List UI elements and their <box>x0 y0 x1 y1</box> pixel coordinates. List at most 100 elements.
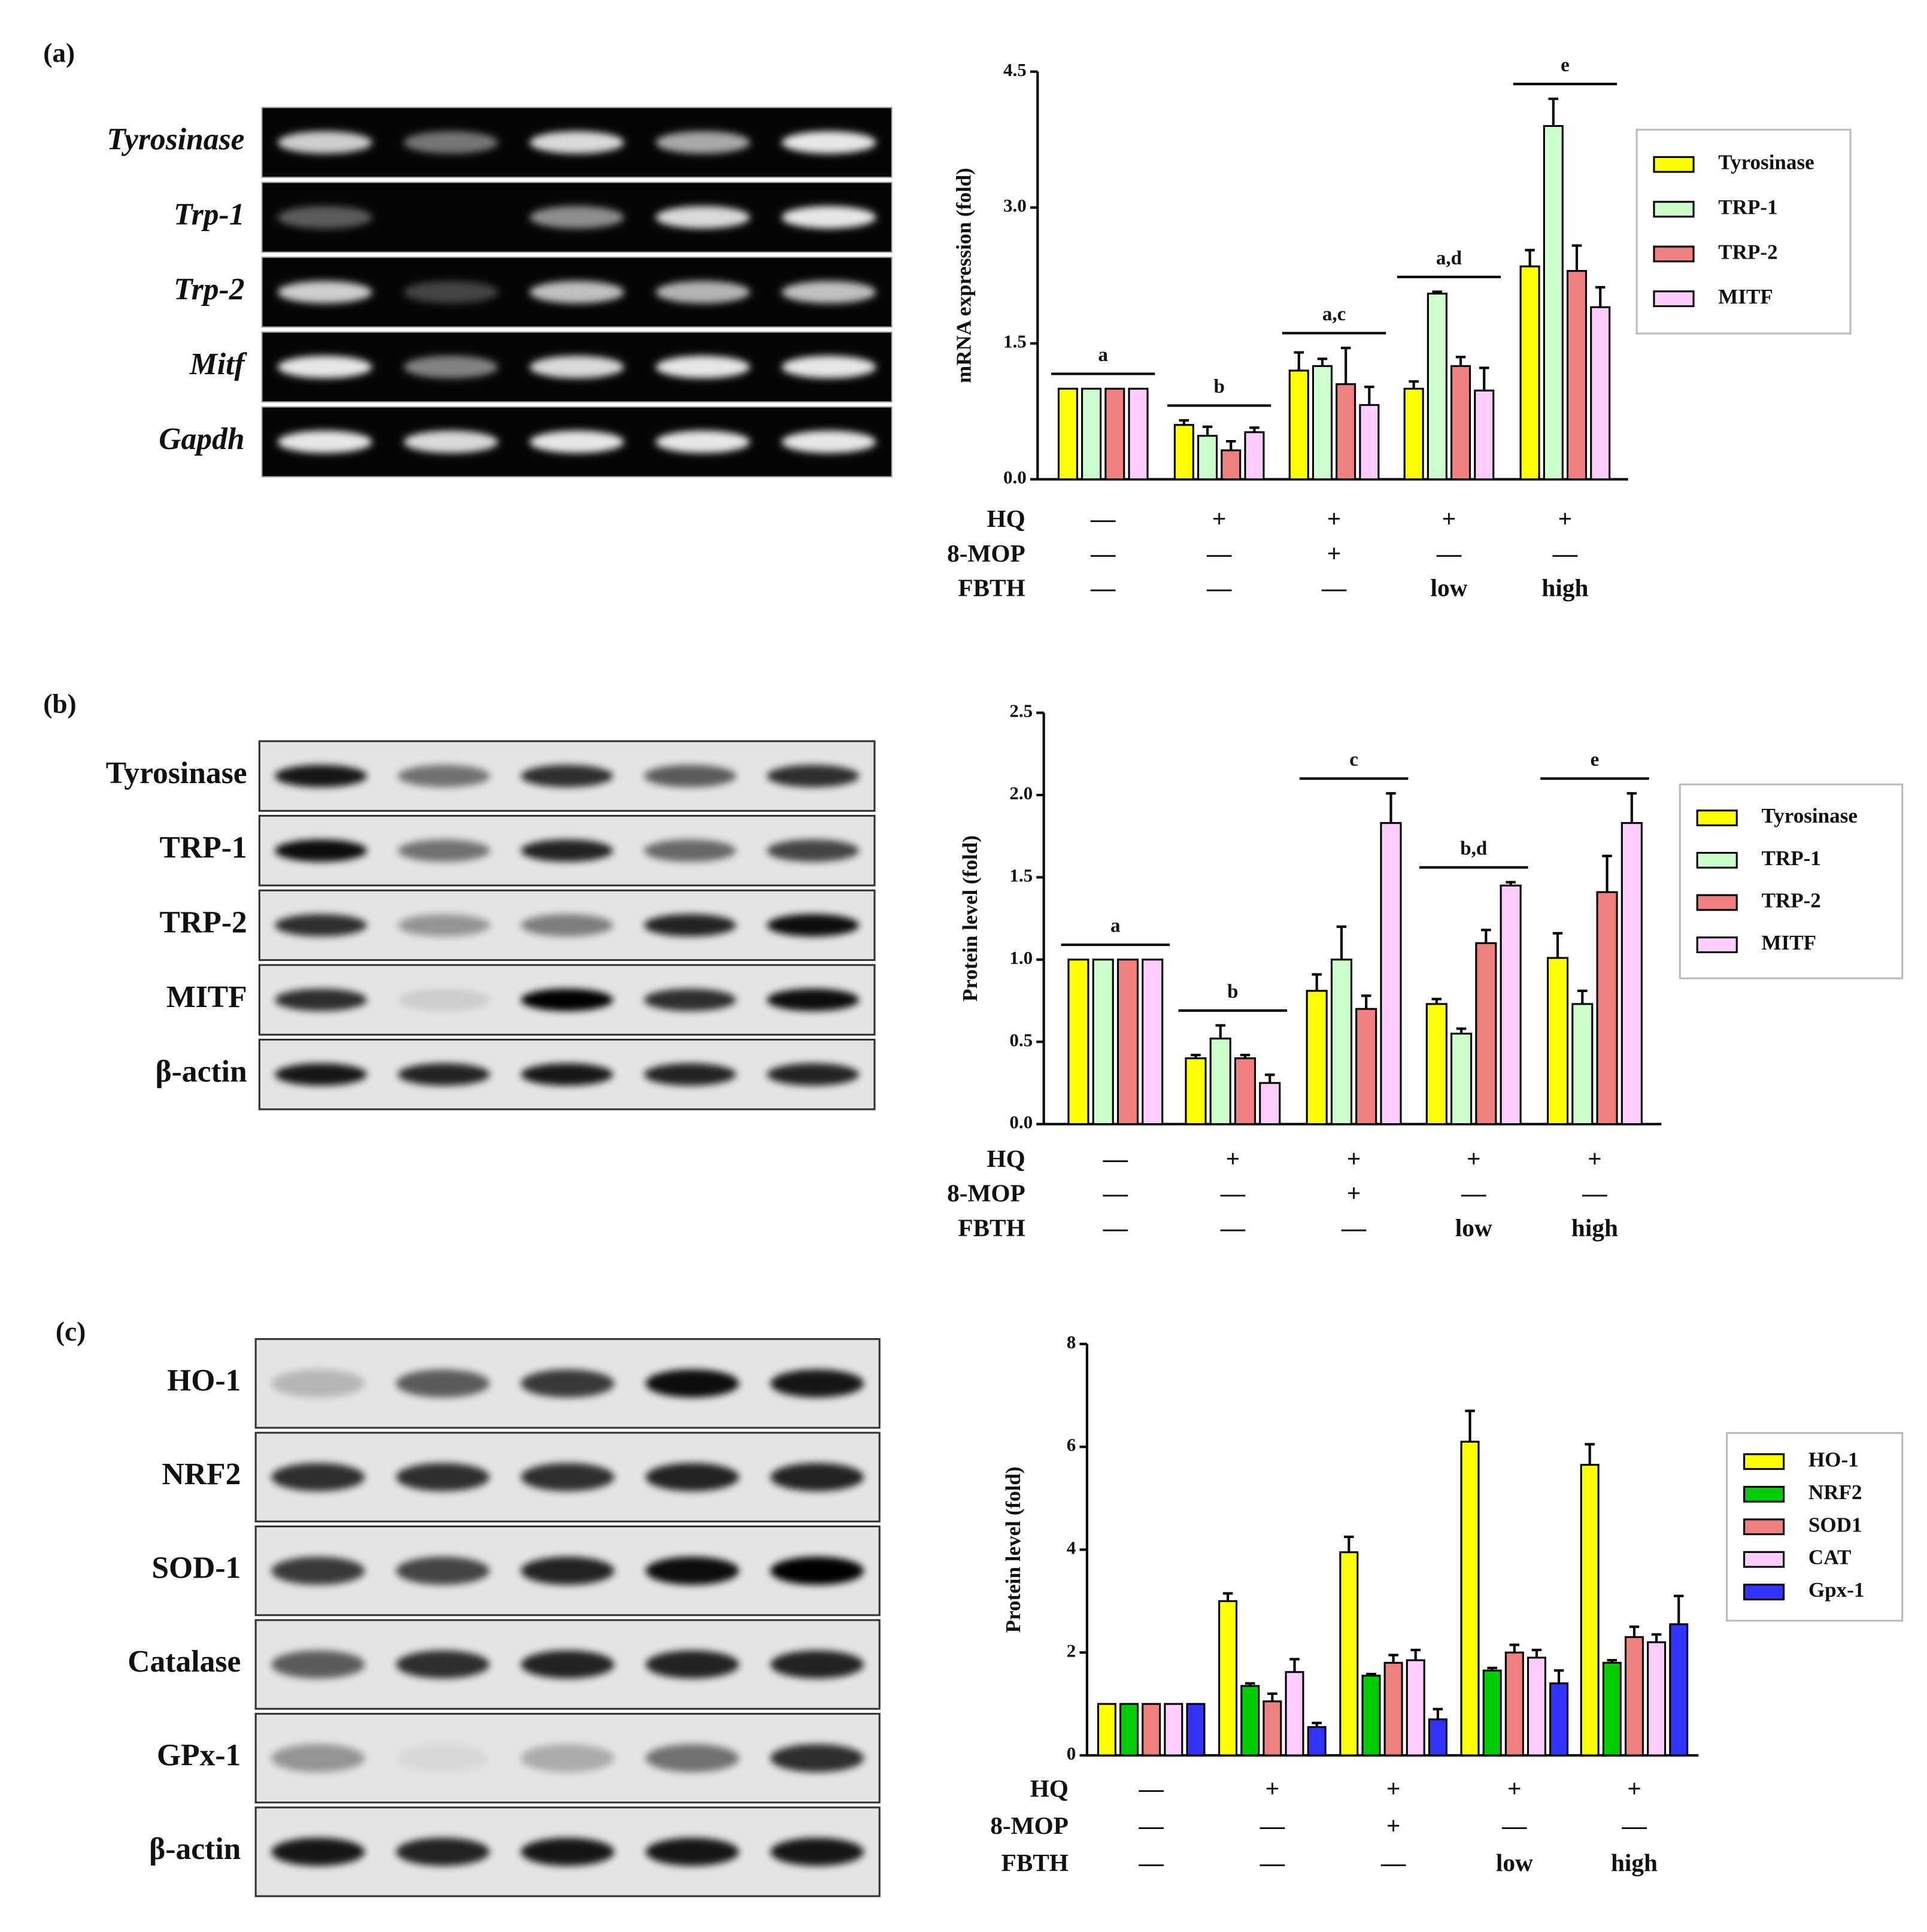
blot-band <box>277 281 372 304</box>
blot-band <box>521 1369 615 1398</box>
condition-value: + <box>1212 505 1227 532</box>
blot-band <box>645 1744 739 1773</box>
y-tick-label: 0.0 <box>1009 1112 1033 1133</box>
bar <box>1097 1703 1116 1757</box>
legend-swatch <box>1696 851 1738 869</box>
blot-label: β-actin <box>149 1832 241 1866</box>
significance-label: b <box>1213 376 1224 398</box>
legend-swatch <box>1743 1551 1785 1568</box>
legend-label: MITF <box>1761 931 1816 954</box>
condition-value: + <box>1347 1179 1361 1207</box>
blot-label: GPx-1 <box>157 1738 241 1772</box>
bar <box>1403 387 1424 481</box>
bar <box>1209 1038 1231 1126</box>
blot-band <box>275 988 368 1011</box>
blot-band <box>645 1369 739 1398</box>
condition-value: — <box>1552 539 1578 567</box>
bar <box>1620 822 1643 1126</box>
blot-band <box>396 1837 490 1866</box>
legend-label: CAT <box>1808 1546 1851 1569</box>
blot-band <box>397 914 490 937</box>
condition-value: — <box>1380 1849 1406 1876</box>
legend-label: SOD1 <box>1808 1513 1862 1536</box>
bar <box>1288 369 1309 481</box>
blot-band <box>275 1063 368 1086</box>
bar <box>1116 959 1139 1126</box>
bar <box>1355 1008 1377 1126</box>
blot-band <box>403 356 499 378</box>
blot-band <box>277 356 372 378</box>
condition-value: — <box>1090 505 1116 532</box>
bar <box>1383 1661 1403 1757</box>
blot-label: Gapdh <box>159 422 244 456</box>
blot-band <box>656 356 751 378</box>
blot-band <box>397 1063 490 1086</box>
y-tick-label: 2.5 <box>1009 700 1033 721</box>
condition-name: 8-MOP <box>990 1812 1069 1839</box>
legend-label: MITF <box>1718 285 1773 308</box>
blot-band <box>403 281 499 304</box>
blot-label: Tyrosinase <box>107 123 244 157</box>
blot-label: Trp-1 <box>174 198 244 232</box>
blot-label: SOD-1 <box>151 1551 241 1585</box>
blot-label: TRP-1 <box>160 831 247 865</box>
blot-band <box>781 430 876 453</box>
bar <box>1460 1440 1480 1757</box>
legend-swatch <box>1743 1453 1785 1470</box>
blot-band <box>656 430 751 453</box>
blot-band <box>277 206 372 229</box>
bar <box>1669 1623 1689 1757</box>
bar <box>1218 1600 1238 1757</box>
blot-band <box>277 131 372 154</box>
bar <box>1475 942 1497 1126</box>
blot-band <box>645 1557 739 1585</box>
bar <box>1092 959 1114 1126</box>
bar <box>1624 1636 1644 1757</box>
bar <box>1067 959 1090 1126</box>
condition-value: — <box>1501 1812 1527 1839</box>
blot-band <box>521 1650 615 1679</box>
condition-value: — <box>1220 1214 1246 1242</box>
bar <box>1647 1641 1667 1757</box>
bar <box>1504 1651 1524 1757</box>
bar <box>1406 1659 1425 1757</box>
blot-band <box>781 206 876 229</box>
bar <box>1519 265 1540 481</box>
legend-swatch <box>1743 1518 1785 1536</box>
legend-swatch <box>1653 290 1695 307</box>
bar <box>1307 1726 1327 1757</box>
blot-label: Tyrosinase <box>106 756 247 790</box>
bar <box>1428 1718 1447 1757</box>
blot-band <box>767 839 860 862</box>
condition-name: FBTH <box>958 574 1025 602</box>
bar <box>1527 1657 1546 1757</box>
blot-band <box>781 131 876 154</box>
bar <box>1081 387 1102 481</box>
condition-value: + <box>1327 539 1342 567</box>
condition-value: — <box>1103 1214 1128 1242</box>
blot-band <box>521 1463 615 1491</box>
blot-band <box>403 131 499 154</box>
blot-band <box>644 988 736 1011</box>
bar <box>1221 449 1242 481</box>
blot-band <box>767 1063 860 1086</box>
y-axis-label: Protein level (fold) <box>1002 1466 1025 1633</box>
blot-band <box>403 206 498 229</box>
bar <box>1602 1661 1622 1757</box>
bar <box>1104 387 1125 481</box>
bar <box>1500 884 1522 1126</box>
condition-name: 8-MOP <box>947 1179 1025 1207</box>
blot-band <box>781 356 876 378</box>
bar <box>1186 1703 1206 1757</box>
significance-label: a <box>1110 915 1121 937</box>
y-tick-label: 3.0 <box>1003 195 1027 216</box>
condition-value: — <box>1139 1812 1164 1839</box>
bar <box>1571 1003 1594 1126</box>
blot-band <box>397 988 490 1011</box>
significance-label: e <box>1561 54 1570 76</box>
condition-value: high <box>1571 1214 1618 1242</box>
blot-band <box>656 206 751 229</box>
condition-value: + <box>1386 1812 1401 1839</box>
bar <box>1566 270 1588 481</box>
condition-value: — <box>1103 1179 1128 1207</box>
